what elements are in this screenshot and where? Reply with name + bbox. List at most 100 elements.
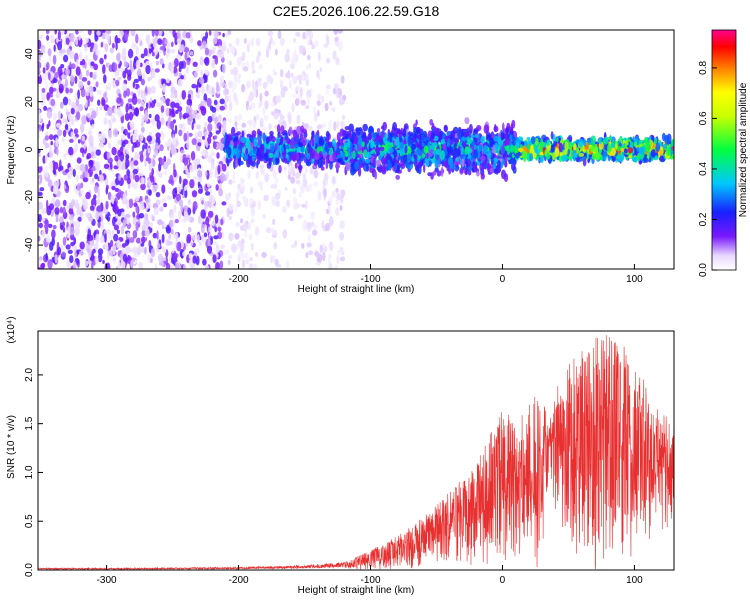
heatmap-cell xyxy=(81,115,87,125)
heatmap-cell xyxy=(505,127,509,134)
heatmap-cell xyxy=(53,44,56,52)
heatmap-cell xyxy=(125,103,129,114)
heatmap-cell xyxy=(45,172,49,178)
heatmap-cell xyxy=(115,41,118,51)
heatmap-cell xyxy=(89,205,95,211)
heatmap-cell xyxy=(263,194,269,202)
heatmap-cell xyxy=(70,75,75,83)
heatmap-cell xyxy=(38,61,42,70)
heatmap-cell xyxy=(183,186,187,191)
heatmap-cell xyxy=(292,92,297,99)
heatmap-cell xyxy=(286,260,290,269)
heatmap-cell xyxy=(88,159,94,169)
heatmap-cell xyxy=(193,71,198,78)
heatmap-cell xyxy=(319,244,323,253)
heatmap-cell xyxy=(197,40,202,47)
heatmap-cell xyxy=(240,218,244,224)
heatmap-cell xyxy=(200,197,205,202)
heatmap-cell xyxy=(161,233,165,244)
heatmap-cell xyxy=(68,214,74,221)
heatmap-cell xyxy=(193,123,198,127)
heatmap-cell xyxy=(130,248,134,253)
heatmap-cell xyxy=(274,48,278,56)
heatmap-cell xyxy=(139,62,143,68)
heatmap-cell xyxy=(389,132,393,143)
heatmap-cell xyxy=(272,169,277,178)
heatmap-cell xyxy=(87,98,90,107)
heatmap-cell xyxy=(156,243,161,249)
heatmap-cell xyxy=(266,227,272,234)
heatmap-cell xyxy=(239,249,244,260)
heatmap-cell xyxy=(295,172,300,180)
heatmap-cell xyxy=(226,60,231,65)
heatmap-cell xyxy=(65,108,69,117)
heatmap-cell xyxy=(79,54,83,61)
heatmap-cell xyxy=(226,146,232,155)
heatmap-cell xyxy=(252,149,257,155)
heatmap-cell xyxy=(417,162,423,169)
heatmap-cell xyxy=(227,254,233,260)
heatmap-cell xyxy=(381,165,387,173)
heatmap-cell xyxy=(135,237,142,244)
heatmap-cell xyxy=(407,135,411,146)
heatmap-cell xyxy=(120,134,126,141)
heatmap-cell xyxy=(95,81,99,88)
heatmap-cell xyxy=(138,73,143,82)
heatmap-cell xyxy=(279,37,285,46)
heatmap-cell xyxy=(228,179,233,185)
heatmap-cell xyxy=(228,203,234,211)
heatmap-cell xyxy=(312,229,318,236)
heatmap-cell xyxy=(304,200,308,210)
heatmap-cell xyxy=(326,35,330,46)
heatmap-cell xyxy=(334,83,339,90)
heatmap-cell xyxy=(57,41,63,51)
heatmap-cell xyxy=(141,126,145,133)
heatmap-cell xyxy=(112,83,117,89)
heatmap-cell xyxy=(149,174,155,183)
heatmap-cell xyxy=(111,147,117,156)
heatmap-cell xyxy=(183,132,188,142)
heatmap-cell xyxy=(124,32,128,41)
heatmap-cell xyxy=(94,242,99,250)
heatmap-cell xyxy=(311,130,315,139)
heatmap-cell xyxy=(126,217,130,225)
heatmap-cell xyxy=(144,112,149,122)
heatmap-cell xyxy=(302,128,307,135)
heatmap-cell xyxy=(63,184,67,190)
heatmap-cell xyxy=(76,157,82,164)
heatmap-cell xyxy=(84,101,88,109)
heatmap-cell xyxy=(108,119,111,125)
heatmap-cell xyxy=(289,154,294,161)
heatmap-cell xyxy=(204,121,207,127)
heatmap-cell xyxy=(87,244,93,249)
heatmap-cell xyxy=(323,188,327,198)
heatmap-cell xyxy=(255,113,260,121)
heatmap-cell xyxy=(151,118,155,126)
heatmap-cell xyxy=(242,51,246,62)
heatmap-cell xyxy=(97,99,101,106)
heatmap-cell xyxy=(493,135,499,142)
heatmap-cell xyxy=(79,147,85,154)
heatmap-cell xyxy=(92,146,97,154)
heatmap-cell xyxy=(95,149,102,156)
heatmap-cell xyxy=(243,37,247,44)
heatmap-cell xyxy=(423,145,429,154)
heatmap-cell xyxy=(224,88,230,95)
heatmap-cell xyxy=(156,102,162,108)
heatmap-cell xyxy=(280,125,285,135)
heatmap-cell xyxy=(126,231,130,238)
heatmap-cell xyxy=(256,160,259,169)
heatmap-cell xyxy=(201,200,204,205)
heatmap-cell xyxy=(138,37,142,42)
heatmap-cell xyxy=(199,77,205,84)
heatmap-cell xyxy=(49,241,54,251)
heatmap-cell xyxy=(434,127,440,134)
heatmap-cell xyxy=(128,111,134,121)
heatmap-cell xyxy=(43,105,48,111)
heatmap-cell xyxy=(45,252,48,261)
heatmap-cell xyxy=(46,61,50,70)
heatmap-cell xyxy=(273,111,279,120)
heatmap-cell xyxy=(156,230,159,240)
heatmap-cell xyxy=(91,110,97,119)
heatmap-cell xyxy=(266,74,272,83)
